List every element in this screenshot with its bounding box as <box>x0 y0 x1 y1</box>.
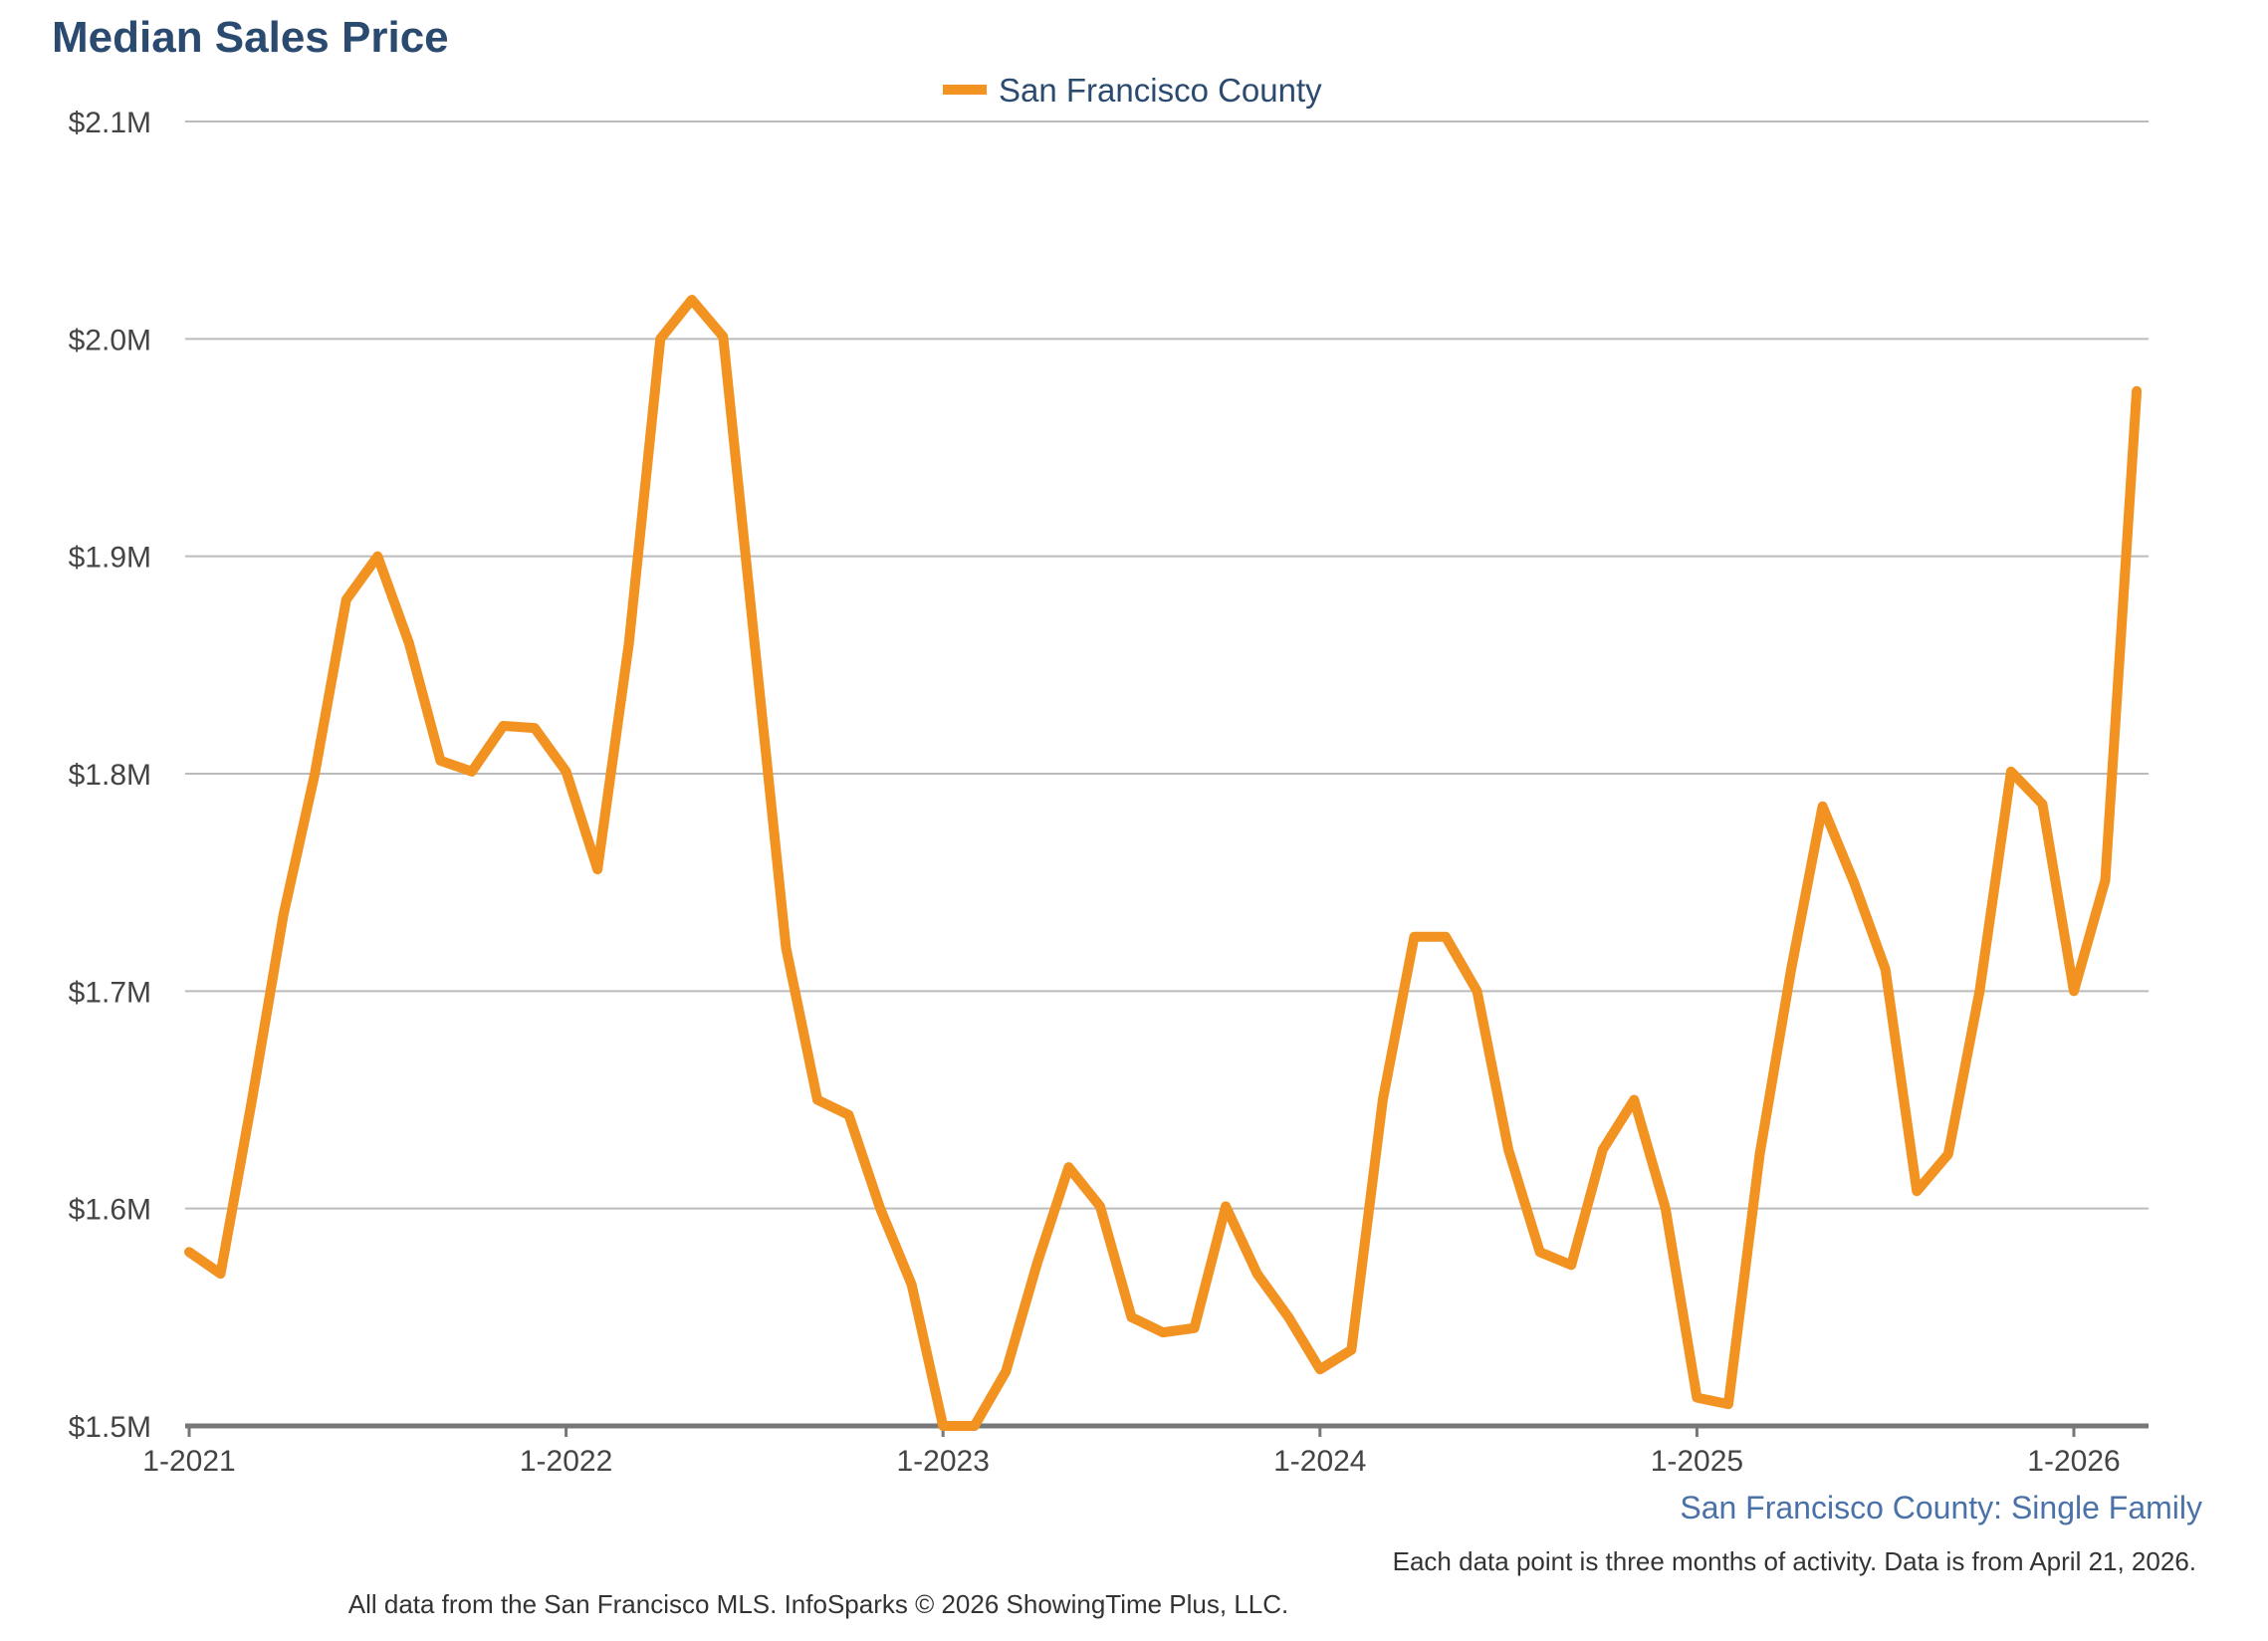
data-point[interactable]: 1550000 <box>1283 1312 1293 1322</box>
y-tick-label: $1.9M <box>69 542 151 575</box>
data-point[interactable]: 1900000 <box>372 552 382 562</box>
data-point[interactable]: 1643000 <box>844 1110 854 1120</box>
data-point[interactable]: 1976000 <box>2132 386 2142 396</box>
data-point[interactable]: 1500000 <box>938 1421 948 1431</box>
data-point[interactable]: 1786000 <box>2037 800 2047 810</box>
data-point[interactable]: 1785000 <box>1818 802 1828 812</box>
data-point[interactable]: 1751000 <box>2101 875 2111 885</box>
data-point[interactable]: 1650000 <box>1378 1095 1388 1105</box>
chart-footer: All data from the San Francisco MLS. Inf… <box>348 1589 1289 1619</box>
gridlines <box>185 120 2149 1210</box>
data-point[interactable]: 1600000 <box>875 1204 885 1214</box>
data-point[interactable]: 1510000 <box>1723 1399 1733 1409</box>
series-line-san-francisco-county[interactable] <box>184 295 2143 1431</box>
data-point[interactable]: 1500000 <box>970 1421 980 1431</box>
data-point[interactable]: 1756000 <box>592 864 602 874</box>
chart-note: Each data point is three months of activ… <box>1393 1546 2196 1576</box>
data-point[interactable]: 1750000 <box>1849 877 1859 887</box>
x-tick-label: 1-2023 <box>896 1445 989 1478</box>
y-tick-label: $2.0M <box>69 324 151 356</box>
data-point[interactable]: 1526000 <box>1315 1364 1325 1374</box>
y-tick-label: $2.1M <box>69 107 151 139</box>
data-point[interactable]: 1580000 <box>184 1247 194 1257</box>
data-point[interactable]: 1650000 <box>1629 1095 1639 1105</box>
data-point[interactable]: 1735000 <box>279 910 289 920</box>
data-point[interactable]: 1860000 <box>404 638 414 648</box>
data-point[interactable]: 1725000 <box>1441 932 1451 942</box>
x-tick-label: 1-2025 <box>1651 1445 1743 1478</box>
data-point[interactable]: 1650000 <box>247 1095 257 1105</box>
data-point[interactable]: 1550000 <box>1127 1312 1137 1322</box>
data-point[interactable]: 1650000 <box>812 1095 822 1105</box>
data-point[interactable]: 1806000 <box>435 756 445 766</box>
data-point[interactable]: 1570000 <box>1252 1269 1262 1279</box>
data-point[interactable]: 1860000 <box>624 638 634 648</box>
y-tick-label: $1.7M <box>69 976 151 1009</box>
data-point[interactable]: 1821000 <box>530 723 540 733</box>
data-point[interactable]: 1570000 <box>216 1269 226 1279</box>
series-layer[interactable]: 1580000 1570000 1650000 1735000 1800000 18800… <box>184 295 2143 1431</box>
data-point[interactable]: 1619000 <box>1063 1162 1073 1172</box>
data-point[interactable]: 2000000 <box>655 334 665 344</box>
chart-subtitle: San Francisco County: Single Family <box>1680 1490 2202 1525</box>
x-tick-label: 1-2021 <box>142 1445 235 1478</box>
data-point[interactable]: 1822000 <box>499 721 509 731</box>
data-point[interactable]: 1710000 <box>1881 965 1891 975</box>
data-point[interactable]: 1580000 <box>1535 1247 1545 1257</box>
data-point[interactable]: 1625000 <box>1943 1149 1953 1159</box>
data-point[interactable]: 1801000 <box>467 767 477 777</box>
x-tick-label: 1-2022 <box>520 1445 612 1478</box>
data-point[interactable]: 1601000 <box>1095 1201 1105 1211</box>
x-axis: 1-2021 1-2022 1-2023 1-2024 1-2025 1-2026 <box>142 1423 2149 1478</box>
x-tick-label: 1-2024 <box>1273 1445 1366 1478</box>
data-point[interactable]: 1700000 <box>1473 986 1482 996</box>
data-point[interactable]: 1627000 <box>1598 1145 1608 1155</box>
data-point[interactable]: 1600000 <box>1661 1204 1671 1214</box>
data-point[interactable]: 2001000 <box>718 332 728 342</box>
y-tick-label: $1.8M <box>69 759 151 792</box>
data-point[interactable]: 1860000 <box>750 638 760 648</box>
data-point[interactable]: 1575000 <box>1032 1258 1042 1268</box>
data-point[interactable]: 1545000 <box>1190 1323 1200 1333</box>
legend[interactable]: San Francisco County <box>943 72 1322 109</box>
data-point[interactable]: 1700000 <box>1974 986 1984 996</box>
y-tick-label: $1.5M <box>69 1411 151 1444</box>
data-point[interactable]: 1565000 <box>907 1280 917 1289</box>
data-point[interactable]: 1601000 <box>1221 1201 1231 1211</box>
data-point[interactable]: 2018000 <box>687 295 697 305</box>
data-point[interactable]: 1543000 <box>1158 1327 1168 1337</box>
data-point[interactable]: 1513000 <box>1692 1393 1701 1403</box>
data-point[interactable]: 1880000 <box>341 594 351 604</box>
data-point[interactable]: 1535000 <box>1346 1345 1356 1355</box>
data-point[interactable]: 1627000 <box>1503 1145 1513 1155</box>
y-tick-label: $1.6M <box>69 1194 151 1227</box>
data-point[interactable]: 1574000 <box>1566 1260 1576 1270</box>
data-point[interactable]: 1710000 <box>1786 965 1796 975</box>
x-tick-label: 1-2026 <box>2027 1445 2120 1478</box>
data-point[interactable]: 1801000 <box>2006 767 2016 777</box>
chart-title: Median Sales Price <box>52 13 449 62</box>
data-point[interactable]: 1700000 <box>2069 986 2079 996</box>
data-point[interactable]: 1800000 <box>310 769 320 779</box>
data-point[interactable]: 1725000 <box>1409 932 1419 942</box>
data-point[interactable]: 1608000 <box>1912 1186 1922 1196</box>
data-point[interactable]: 1801000 <box>562 767 571 777</box>
y-axis-ticks: $1.5M $1.6M $1.7M $1.8M $1.9M $2.0M $2.1M <box>69 107 151 1444</box>
data-point[interactable]: 1720000 <box>781 943 791 953</box>
legend-label: San Francisco County <box>999 72 1322 109</box>
data-point[interactable]: 1625000 <box>1755 1149 1765 1159</box>
data-point[interactable]: 1525000 <box>1001 1366 1011 1376</box>
